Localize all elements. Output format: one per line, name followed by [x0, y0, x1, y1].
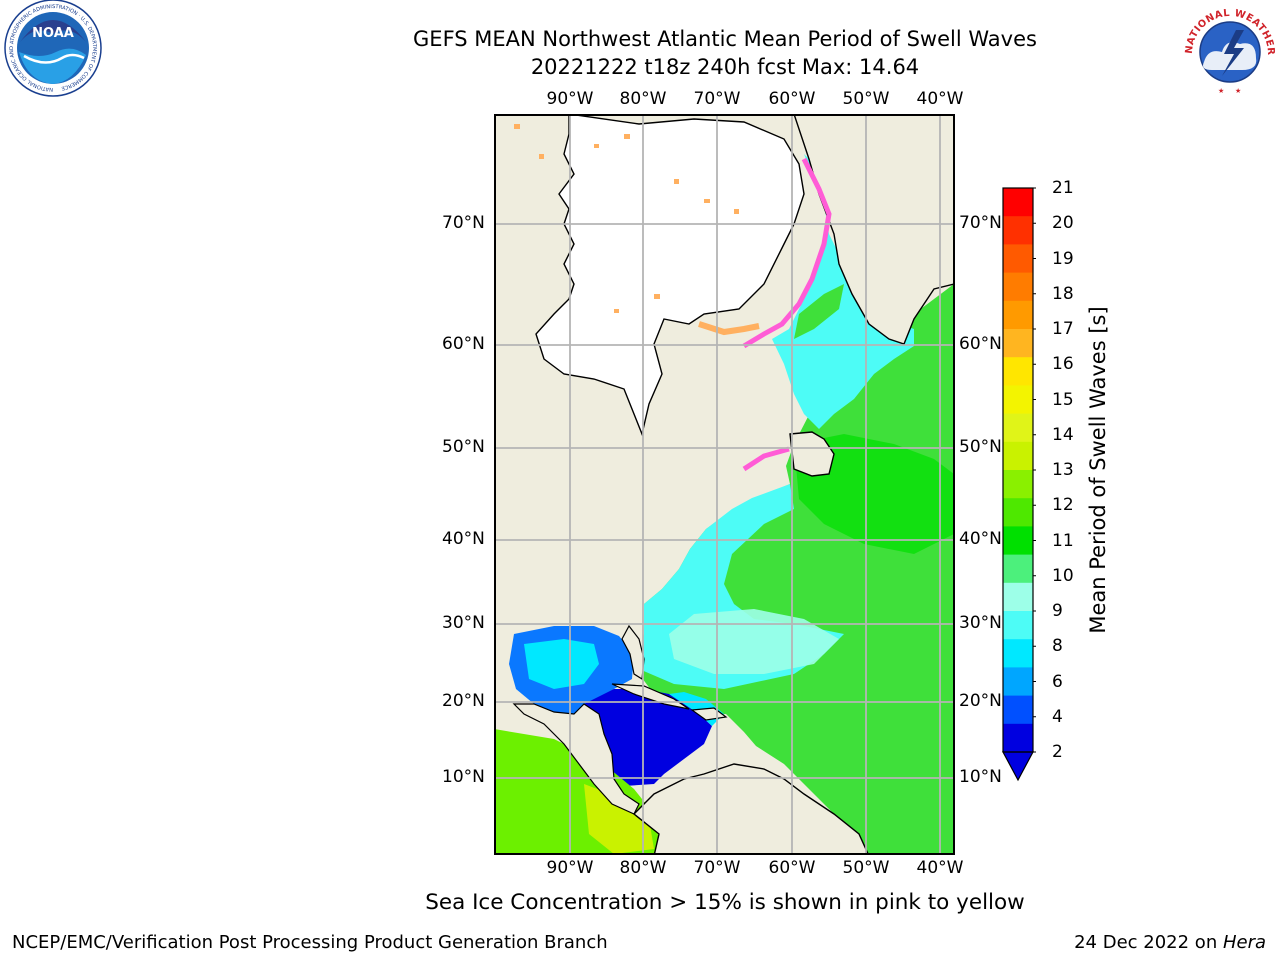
svg-text:★: ★	[1218, 87, 1224, 95]
map-title: GEFS MEAN Northwest Atlantic Mean Period…	[413, 27, 1037, 51]
colorbar-swatch	[1003, 695, 1033, 725]
nws-logo: NATIONAL WEATHER SERVICE ★ ★	[1178, 0, 1277, 99]
lat-label-left: 40°N	[442, 529, 485, 549]
colorbar-tick-label: 20	[1052, 213, 1074, 234]
arctic-ice-speckles	[514, 124, 739, 313]
colorbar-tick-label: 13	[1052, 460, 1074, 480]
colorbar-swatch	[1003, 526, 1033, 556]
svg-text:NOAA: NOAA	[32, 26, 74, 41]
lat-label-left: 10°N	[442, 767, 485, 787]
colorbar-swatch	[1003, 216, 1033, 245]
colorbar-swatch	[1003, 611, 1033, 640]
map-frame	[494, 114, 955, 855]
colorbar-swatch	[1003, 300, 1033, 330]
light-cyan-patches	[669, 609, 839, 674]
colorbar-tick-marks	[1033, 187, 1036, 753]
lat-label-right: 30°N	[959, 613, 1002, 633]
colorbar-swatch	[1003, 723, 1033, 753]
colorbar-tick-label: 17	[1052, 319, 1074, 339]
colorbar-swatch	[1003, 470, 1033, 499]
footer-credit: NCEP/EMC/Verification Post Processing Pr…	[12, 932, 608, 953]
lon-label-bottom: 60°W	[768, 858, 816, 878]
south-yellow-patch	[584, 784, 654, 854]
footer-date: 24 Dec 2022 on Hera	[1074, 932, 1266, 953]
lon-label-top: 50°W	[842, 89, 890, 109]
lat-label-left: 20°N	[442, 691, 485, 711]
canada-ice-land	[535, 115, 805, 437]
footer-date-text: 24 Dec 2022 on	[1074, 932, 1223, 953]
colorbar-swatch	[1003, 667, 1033, 697]
colorbar-tick-label: 2	[1052, 742, 1063, 762]
lon-label-top: 90°W	[546, 89, 594, 109]
colorbar-swatch	[1003, 498, 1033, 527]
graticule	[495, 115, 954, 854]
colorbar-tick-label: 11	[1052, 530, 1074, 551]
lon-label-top: 60°W	[768, 89, 816, 109]
map-content	[495, 115, 954, 854]
colorbar-tick-label: 6	[1052, 671, 1063, 692]
colorbar-swatch	[1003, 554, 1033, 584]
colorbar-tick-label: 10	[1052, 565, 1074, 586]
gulf-cyan-interior	[524, 639, 599, 689]
colorbar-tick-label: 15	[1052, 389, 1074, 410]
colorbar-tick-label: 19	[1052, 248, 1074, 269]
lat-label-left: 60°N	[442, 334, 485, 354]
svg-text:★: ★	[1235, 87, 1241, 95]
labrador-green-strip	[794, 284, 844, 339]
colorbar-swatch	[1003, 441, 1033, 471]
lon-label-bottom: 50°W	[842, 858, 890, 878]
newfoundland	[789, 431, 835, 477]
north-gulf-stream-green	[794, 434, 954, 554]
caribbean-sea	[584, 689, 712, 786]
noaa-logo: NATIONAL OCEANIC AND ATMOSPHERIC ADMINIS…	[4, 0, 102, 97]
florida	[621, 624, 645, 681]
lat-label-right: 10°N	[959, 767, 1002, 787]
colorbar-swatch	[1003, 329, 1033, 358]
lon-label-top: 70°W	[693, 89, 741, 109]
map-panel	[494, 114, 955, 855]
colorbar-tick-label: 9	[1052, 601, 1063, 621]
lat-label-left: 70°N	[442, 213, 485, 233]
colorbar-swatch	[1003, 639, 1033, 668]
lat-label-right: 70°N	[959, 213, 1002, 233]
hudson-ice-edge	[698, 321, 760, 336]
colorbar-tick-label: 21	[1052, 178, 1074, 198]
colorbar-swatch	[1003, 582, 1033, 612]
colorbar-tick-label: 18	[1052, 283, 1074, 304]
labrador-sea-cyan	[772, 154, 914, 429]
colorbar-tick-label: 4	[1052, 706, 1063, 727]
colorbar-swatch	[1003, 244, 1033, 274]
colorbar-swatch	[1003, 413, 1033, 443]
lat-label-right: 60°N	[959, 334, 1002, 354]
lat-label-left: 50°N	[442, 437, 485, 457]
colorbar-extend-arrow	[1001, 751, 1035, 782]
lon-label-top: 40°W	[916, 89, 964, 109]
colorbar-tick-label: 14	[1052, 424, 1074, 445]
map-subtitle: 20221222 t18z 240h fcst Max: 14.64	[530, 55, 920, 79]
lon-label-bottom: 70°W	[693, 858, 741, 878]
lon-label-top: 80°W	[619, 89, 667, 109]
colorbar-title: Mean Period of Swell Waves [s]	[1086, 306, 1110, 634]
footer-host: Hera	[1222, 932, 1266, 953]
lon-label-bottom: 40°W	[916, 858, 964, 878]
colorbar-swatch	[1003, 385, 1033, 415]
lat-label-left: 30°N	[442, 613, 485, 633]
sea-ice-note: Sea Ice Concentration > 15% is shown in …	[425, 890, 1025, 915]
labrador-ice-edge	[742, 157, 832, 349]
colorbar-tick-label: 16	[1052, 354, 1074, 375]
colorbar-swatches	[1003, 188, 1033, 753]
lat-label-right: 50°N	[959, 437, 1002, 457]
st-lawrence-ice	[742, 446, 790, 472]
colorbar-tick-label: 8	[1052, 636, 1063, 657]
colorbar-tick-label: 12	[1052, 495, 1074, 516]
colorbar-swatch	[1003, 188, 1033, 217]
colorbar-swatch	[1003, 357, 1033, 386]
colorbar-swatch	[1003, 272, 1033, 302]
yucatan-central-america	[512, 703, 640, 815]
lat-label-right: 40°N	[959, 529, 1002, 549]
lon-label-bottom: 80°W	[619, 858, 667, 878]
lon-label-bottom: 90°W	[546, 858, 594, 878]
colorbar	[1001, 187, 1036, 782]
lat-label-right: 20°N	[959, 691, 1002, 711]
